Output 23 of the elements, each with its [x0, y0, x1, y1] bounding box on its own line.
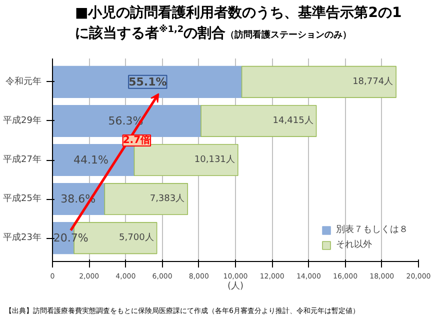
y-tick-label: 平成27年 — [3, 154, 42, 165]
bar — [52, 144, 135, 176]
annotation: 44.1% — [73, 154, 108, 166]
y-tick-label: 令和元年 — [6, 76, 42, 87]
bar — [134, 144, 238, 176]
bar — [52, 66, 242, 98]
bar — [52, 104, 202, 137]
annotation: 55.1% — [128, 75, 167, 88]
legend-label: それ以外 — [336, 238, 372, 251]
bar — [104, 183, 188, 216]
total-label: 7,383人 — [150, 193, 185, 204]
total-label: 10,131人 — [194, 154, 235, 165]
chart-subtitle: （訪問看護ステーションのみ） — [226, 30, 352, 41]
x-axis-title: (人) — [227, 280, 244, 292]
total-label: 5,700人 — [119, 232, 154, 244]
y-tick-label: 平成25年 — [3, 193, 42, 204]
y-tick-label: 平成23年 — [3, 232, 42, 244]
bar — [241, 66, 396, 98]
total-label: 18,774人 — [352, 76, 394, 87]
total-label: 14,415人 — [272, 114, 314, 126]
y-tick-label: 平成29年 — [3, 114, 42, 126]
legend-label: 別表７もしくは８ — [336, 224, 408, 236]
bar — [200, 104, 317, 137]
